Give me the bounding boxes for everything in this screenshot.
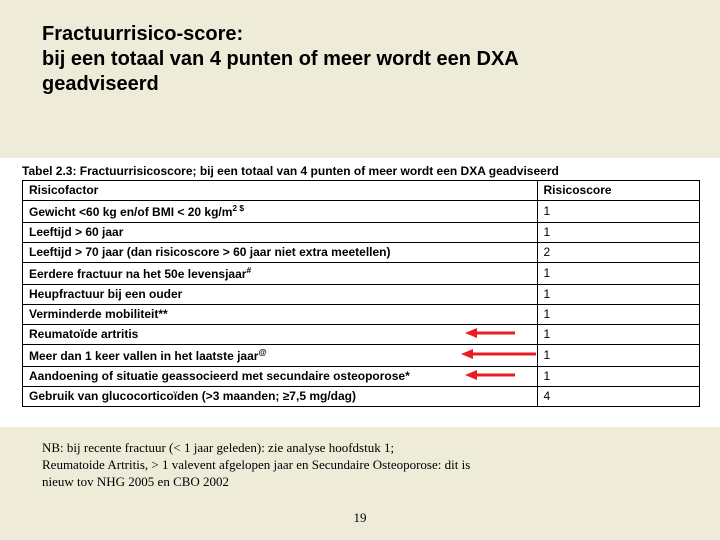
score-cell: 1 (537, 201, 699, 223)
factor-cell: Leeftijd > 70 jaar (dan risicoscore > 60… (23, 243, 538, 263)
title-line-1: Fractuurrisico-score: (42, 23, 243, 45)
table-row: Gebruik van glucocorticoïden (>3 maanden… (23, 387, 700, 407)
table-caption: Tabel 2.3: Fractuurrisicoscore; bij een … (22, 164, 700, 178)
score-cell: 1 (537, 285, 699, 305)
annotation-arrow (465, 327, 515, 343)
title-block: Fractuurrisico-score: bij een totaal van… (0, 0, 720, 97)
factor-cell: Heupfractuur bij een ouder (23, 285, 538, 305)
score-cell: 1 (537, 325, 699, 345)
factor-cell: Gebruik van glucocorticoïden (>3 maanden… (23, 387, 538, 407)
table-container: Tabel 2.3: Fractuurrisicoscore; bij een … (0, 158, 720, 427)
footnote-line-1: NB: bij recente fractuur (< 1 jaar geled… (42, 440, 394, 455)
risk-table: Risicofactor Risicoscore Gewicht <60 kg … (22, 180, 700, 407)
header-factor: Risicofactor (23, 181, 538, 201)
factor-cell: Reumatoïde artritis (23, 325, 538, 345)
annotation-arrow (465, 369, 515, 385)
score-cell: 1 (537, 223, 699, 243)
score-cell: 1 (537, 367, 699, 387)
score-cell: 2 (537, 243, 699, 263)
table-row: Verminderde mobiliteit**1 (23, 305, 700, 325)
slide-title: Fractuurrisico-score: bij een totaal van… (42, 22, 678, 97)
score-cell: 1 (537, 345, 699, 367)
arrow-icon (465, 327, 515, 339)
factor-cell: Gewicht <60 kg en/of BMI < 20 kg/m2 $ (23, 201, 538, 223)
factor-cell: Verminderde mobiliteit** (23, 305, 538, 325)
table-row: Aandoening of situatie geassocieerd met … (23, 367, 700, 387)
table-row: Leeftijd > 70 jaar (dan risicoscore > 60… (23, 243, 700, 263)
table-row: Leeftijd > 60 jaar1 (23, 223, 700, 243)
table-row: Meer dan 1 keer vallen in het laatste ja… (23, 345, 700, 367)
header-score: Risicoscore (537, 181, 699, 201)
arrow-icon (465, 369, 515, 381)
table-row: Heupfractuur bij een ouder1 (23, 285, 700, 305)
factor-cell: Leeftijd > 60 jaar (23, 223, 538, 243)
footnote: NB: bij recente fractuur (< 1 jaar geled… (42, 440, 602, 491)
factor-cell: Aandoening of situatie geassocieerd met … (23, 367, 538, 387)
score-cell: 1 (537, 263, 699, 285)
table-row: Eerdere fractuur na het 50e levensjaar#1 (23, 263, 700, 285)
title-line-3: geadviseerd (42, 73, 159, 95)
table-row: Gewicht <60 kg en/of BMI < 20 kg/m2 $1 (23, 201, 700, 223)
table-row: Reumatoïde artritis1 (23, 325, 700, 345)
score-cell: 4 (537, 387, 699, 407)
page-number: 19 (0, 510, 720, 526)
factor-cell: Eerdere fractuur na het 50e levensjaar# (23, 263, 538, 285)
annotation-arrow (461, 348, 536, 364)
score-cell: 1 (537, 305, 699, 325)
footnote-line-3: nieuw tov NHG 2005 en CBO 2002 (42, 474, 229, 489)
title-line-2: bij een totaal van 4 punten of meer word… (42, 48, 519, 70)
table-header-row: Risicofactor Risicoscore (23, 181, 700, 201)
factor-cell: Meer dan 1 keer vallen in het laatste ja… (23, 345, 538, 367)
footnote-line-2: Reumatoide Artritis, > 1 valevent afgelo… (42, 457, 470, 472)
arrow-icon (461, 348, 536, 360)
